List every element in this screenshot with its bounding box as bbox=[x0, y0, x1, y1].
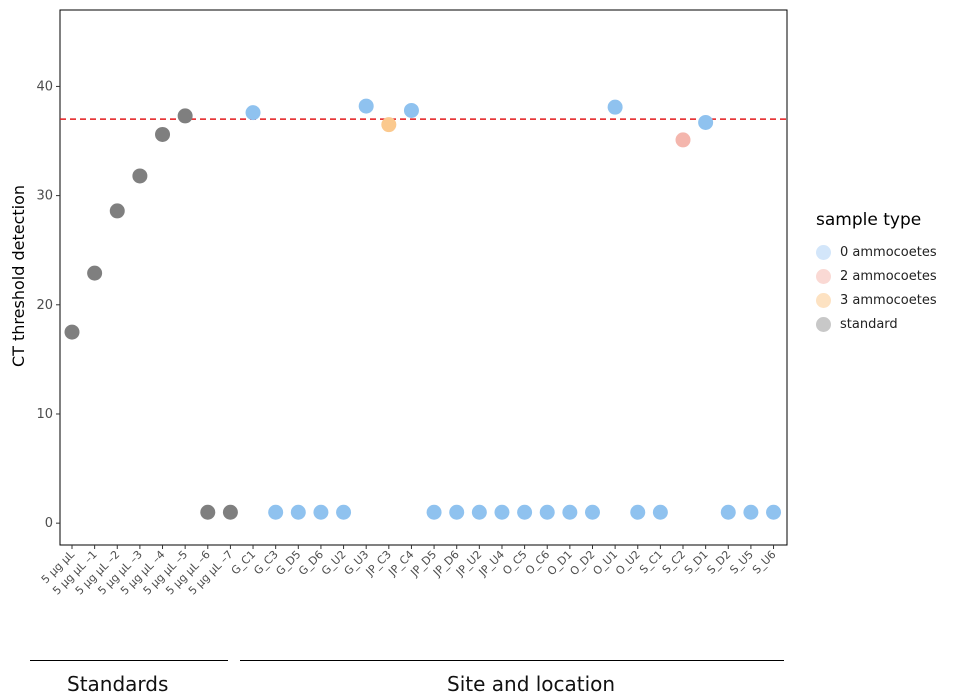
data-point bbox=[245, 105, 261, 121]
x-axis: 5 µg µL5 µg µL –15 µg µL –25 µg µL –35 µ… bbox=[39, 545, 779, 598]
x-tick-label: JP_U2 bbox=[453, 548, 484, 579]
data-point bbox=[698, 114, 714, 130]
y-tick-label: 0 bbox=[45, 516, 53, 531]
legend-title: sample type bbox=[816, 210, 922, 230]
legend-swatch bbox=[816, 316, 831, 332]
data-point bbox=[155, 126, 171, 142]
x-tick-label: JP_D6 bbox=[430, 548, 462, 580]
group-underline bbox=[240, 660, 784, 661]
y-tick-label: 30 bbox=[36, 189, 53, 204]
x-tick-label: S_D1 bbox=[682, 548, 711, 577]
group-label: Standards bbox=[67, 672, 169, 696]
plot-panel bbox=[59, 9, 788, 546]
data-point bbox=[743, 504, 759, 520]
data-point bbox=[766, 504, 782, 520]
legend-label: standard bbox=[840, 316, 898, 332]
data-point bbox=[109, 203, 125, 219]
data-point bbox=[652, 504, 668, 520]
x-tick-label: JP_U4 bbox=[476, 548, 507, 579]
legend-label: 0 ammocoetes bbox=[840, 244, 937, 260]
data-point bbox=[471, 504, 487, 520]
legend-label: 2 ammocoetes bbox=[840, 268, 937, 284]
y-axis-title: CT threshold detection bbox=[9, 185, 28, 367]
legend-swatch bbox=[816, 268, 831, 284]
group-label: Site and location bbox=[447, 672, 616, 696]
x-tick-label: G_D6 bbox=[296, 548, 326, 578]
x-tick-label: S_D2 bbox=[704, 548, 733, 577]
x-tick-label: JP_D5 bbox=[407, 548, 439, 580]
x-tick-label: O_U1 bbox=[590, 548, 620, 578]
legend-item: 3 ammocoetes bbox=[816, 288, 937, 312]
x-tick-label: G_D5 bbox=[273, 548, 303, 578]
data-point bbox=[539, 504, 555, 520]
data-point bbox=[403, 102, 419, 118]
data-point bbox=[268, 504, 284, 520]
data-point bbox=[336, 504, 352, 520]
x-tick-label: S_U5 bbox=[727, 548, 756, 577]
legend-label: 3 ammocoetes bbox=[840, 292, 937, 308]
legend: sample type 0 ammocoetes 2 ammocoetes 3 am… bbox=[816, 210, 937, 336]
x-tick-label: S_U6 bbox=[750, 548, 779, 577]
data-point bbox=[426, 504, 442, 520]
legend-item: 2 ammocoetes bbox=[816, 264, 937, 288]
data-point bbox=[607, 99, 623, 115]
data-point bbox=[675, 132, 691, 148]
data-point bbox=[720, 504, 736, 520]
legend-items: 0 ammocoetes 2 ammocoetes 3 ammocoetes stan… bbox=[816, 240, 937, 336]
data-points bbox=[64, 98, 782, 520]
data-point bbox=[222, 504, 238, 520]
data-point bbox=[290, 504, 306, 520]
data-point bbox=[87, 265, 103, 281]
x-tick-label: O_U2 bbox=[613, 548, 643, 578]
x-tick-label: G_U2 bbox=[319, 548, 349, 578]
y-tick-label: 40 bbox=[36, 79, 53, 94]
legend-item: standard bbox=[816, 312, 937, 336]
y-tick-label: 10 bbox=[36, 407, 53, 422]
x-tick-label: O_C5 bbox=[500, 548, 530, 578]
data-point bbox=[630, 504, 646, 520]
y-axis: 0 10 20 30 40 bbox=[36, 79, 60, 531]
data-point bbox=[177, 108, 193, 124]
panel-border bbox=[59, 9, 788, 546]
data-point bbox=[200, 504, 216, 520]
x-tick-label: JP_C3 bbox=[363, 548, 394, 579]
group-underline bbox=[30, 660, 228, 661]
data-point bbox=[562, 504, 578, 520]
x-tick-label: S_C1 bbox=[637, 548, 665, 576]
legend-item: 0 ammocoetes bbox=[816, 240, 937, 264]
data-point bbox=[132, 168, 148, 184]
x-tick-label: S_C2 bbox=[660, 548, 688, 576]
x-tick-label: O_D2 bbox=[567, 548, 597, 578]
data-point bbox=[449, 504, 465, 520]
data-point bbox=[313, 504, 329, 520]
data-point bbox=[494, 504, 510, 520]
data-point bbox=[584, 504, 600, 520]
legend-swatch bbox=[816, 244, 831, 260]
x-tick-label: O_D1 bbox=[545, 548, 575, 578]
y-tick-label: 20 bbox=[36, 298, 53, 313]
data-point bbox=[358, 98, 374, 114]
legend-swatch bbox=[816, 292, 831, 308]
x-tick-label: G_C1 bbox=[229, 548, 258, 577]
data-point bbox=[517, 504, 533, 520]
data-point bbox=[64, 324, 80, 340]
data-point bbox=[381, 117, 397, 133]
